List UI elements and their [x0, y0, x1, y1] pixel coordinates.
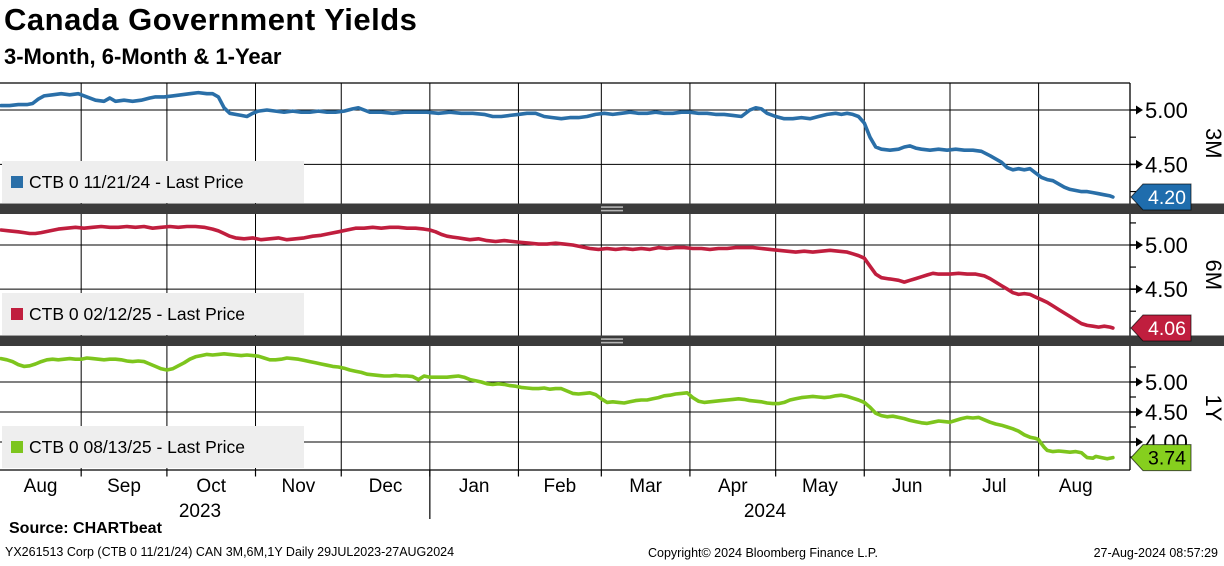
- y-tick-arrow-icon: [1136, 105, 1143, 115]
- series-line-6m: [0, 224, 1115, 330]
- year-label: 2024: [744, 501, 787, 522]
- month-label: Sep: [107, 476, 141, 497]
- last-price-value: 3.74: [1148, 448, 1186, 470]
- y-tick-label: 4.50: [1145, 400, 1188, 425]
- legend-6m[interactable]: CTB 0 02/12/25 - Last Price: [2, 293, 304, 335]
- separator-gripper-icon[interactable]: [601, 341, 623, 344]
- month-label: Oct: [196, 476, 226, 497]
- year-label: 2023: [179, 501, 221, 522]
- separator-gripper-icon[interactable]: [601, 338, 623, 340]
- y-tick-label: 4.50: [1145, 152, 1188, 177]
- panel-axis-label-1y: 1Y: [1201, 395, 1224, 422]
- y-tick-label: 4.50: [1145, 277, 1188, 302]
- month-label: Feb: [544, 476, 577, 497]
- y-tick-arrow-icon: [1136, 159, 1143, 169]
- panel-separator-handle[interactable]: [0, 335, 1224, 347]
- separator-gripper-icon[interactable]: [601, 206, 623, 208]
- page-subtitle: 3-Month, 6-Month & 1-Year: [4, 44, 282, 69]
- y-tick-arrow-icon: [1136, 377, 1143, 387]
- month-label: Aug: [24, 476, 58, 497]
- month-label: Jun: [892, 476, 923, 497]
- copyright: Copyright© 2024 Bloomberg Finance L.P.: [648, 546, 878, 560]
- last-price-tag-3m: [1130, 183, 1192, 211]
- y-tick-label: 5.00: [1145, 370, 1188, 395]
- y-tick-label: 5.00: [1145, 98, 1188, 123]
- legend-1y-label: CTB 0 08/13/25 - Last Price: [29, 436, 245, 457]
- last-price-tag-6m: [1130, 314, 1192, 342]
- panel-axis-label-3m: 3M: [1201, 128, 1224, 159]
- panel-separator-handle[interactable]: [0, 203, 1224, 215]
- month-label: May: [802, 476, 838, 497]
- y-tick-arrow-icon: [1136, 437, 1143, 447]
- legend-1y[interactable]: CTB 0 08/13/25 - Last Price: [2, 426, 304, 468]
- month-label: Aug: [1059, 476, 1093, 497]
- timestamp: 27-Aug-2024 08:57:29: [1093, 546, 1218, 560]
- last-price-tag-1y: [1130, 444, 1192, 472]
- month-label: Dec: [369, 476, 403, 497]
- y-tick-arrow-icon: [1136, 240, 1143, 250]
- series-swatch-1y-icon: [11, 441, 23, 453]
- month-label: Jan: [459, 476, 490, 497]
- series-line-3m: [0, 90, 1115, 199]
- last-price-value: 4.20: [1148, 187, 1186, 209]
- series-swatch-3m-icon: [11, 176, 23, 188]
- month-label: Mar: [629, 476, 662, 497]
- month-label: Nov: [281, 476, 315, 497]
- separator-gripper-icon[interactable]: [601, 209, 623, 212]
- y-tick-arrow-icon: [1136, 407, 1143, 417]
- panel-axis-label-6m: 6M: [1201, 259, 1224, 290]
- legend-3m-label: CTB 0 11/21/24 - Last Price: [29, 171, 244, 192]
- series-swatch-6m-icon: [11, 308, 23, 320]
- month-label: Jul: [982, 476, 1006, 497]
- source-label: Source: CHARTbeat: [9, 520, 162, 537]
- month-label: Apr: [718, 476, 748, 497]
- legend-6m-label: CTB 0 02/12/25 - Last Price: [29, 303, 245, 324]
- security-info: YX261513 Corp (CTB 0 11/21/24) CAN 3M,6M…: [5, 545, 455, 559]
- y-tick-arrow-icon: [1136, 284, 1143, 294]
- series-line-1y: [0, 351, 1115, 461]
- legend-3m[interactable]: CTB 0 11/21/24 - Last Price: [2, 161, 304, 203]
- page-title: Canada Government Yields: [4, 2, 418, 37]
- y-tick-label: 5.00: [1145, 233, 1188, 258]
- last-price-value: 4.06: [1148, 318, 1186, 340]
